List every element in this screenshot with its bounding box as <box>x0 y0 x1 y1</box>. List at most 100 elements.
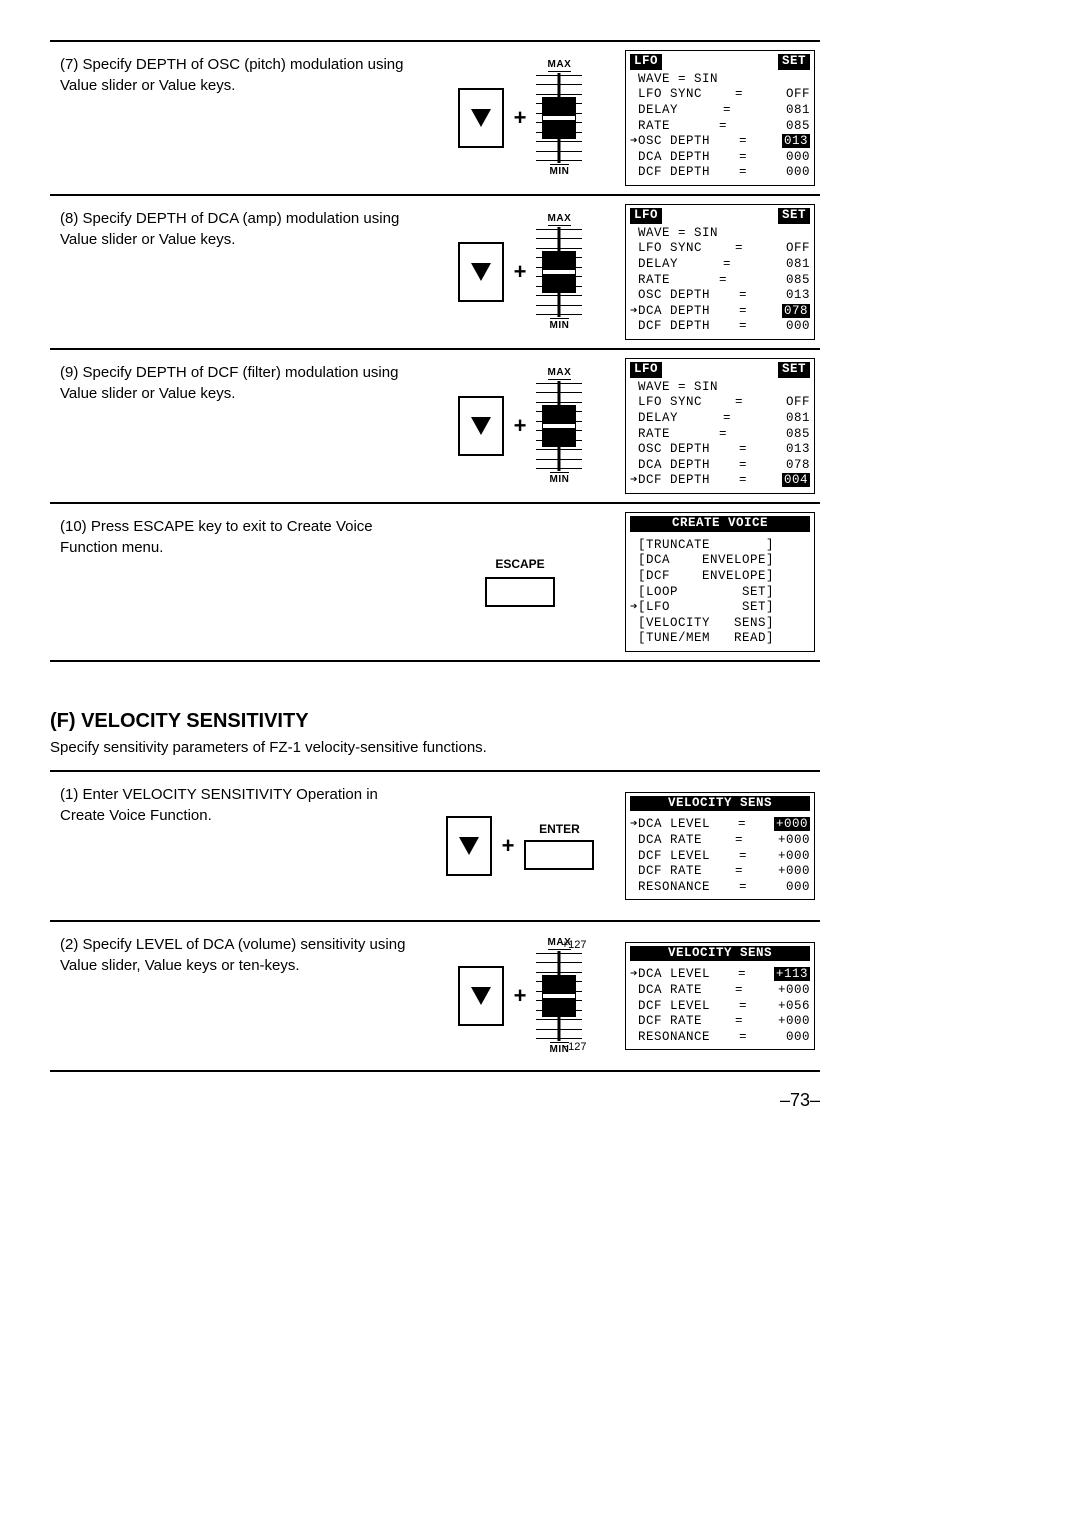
lcd-row: DCA DEPTH=000 <box>630 150 810 166</box>
lcd-row: RATE=085 <box>630 273 810 289</box>
plus-icon: + <box>514 105 527 131</box>
escape-key-icon <box>485 577 555 607</box>
control-group: + MAX MIN <box>458 59 583 177</box>
lcd-menu-item: [LOOP SET] <box>630 585 810 601</box>
cursor-down-key <box>458 966 504 1026</box>
step-row: (8) Specify DEPTH of DCA (amp) modulatio… <box>50 196 820 350</box>
lcd-screen: LFOSET WAVE = SIN LFO SYNC=OFF DELAY=081… <box>625 204 815 340</box>
step-row: (10) Press ESCAPE key to exit to Create … <box>50 504 820 662</box>
lcd-row: RATE=085 <box>630 427 810 443</box>
step-row: (1) Enter VELOCITY SENSITIVITY Operation… <box>50 772 820 922</box>
slider-max-label: MAX <box>548 213 572 226</box>
escape-key: ESCAPE <box>485 557 555 607</box>
range-min-label: −127 <box>562 1041 587 1053</box>
cursor-down-key <box>458 396 504 456</box>
cursor-down-icon <box>471 987 491 1005</box>
enter-key: ENTER <box>524 822 594 870</box>
lcd-title: VELOCITY SENS <box>630 946 810 962</box>
control-group: + ENTER <box>446 816 595 876</box>
step-lcd: LFOSET WAVE = SIN LFO SYNC=OFF DELAY=081… <box>620 196 820 348</box>
slider-max-label: MAX <box>548 367 572 380</box>
slider: MAX MIN <box>536 937 582 1055</box>
escape-label: ESCAPE <box>485 557 555 571</box>
lcd-row: OSC DEPTH=013 <box>630 288 810 304</box>
lcd-menu-item: [DCA ENVELOPE] <box>630 553 810 569</box>
lcd-screen: LFOSET WAVE = SIN LFO SYNC=OFF DELAY=081… <box>625 50 815 186</box>
lcd-title: VELOCITY SENS <box>630 796 810 812</box>
lcd-row: DCF RATE=+000 <box>630 1014 810 1030</box>
lcd-screen: CREATE VOICE [TRUNCATE ] [DCA ENVELOPE] … <box>625 512 815 652</box>
step-control: + ENTER <box>420 772 620 920</box>
lcd-row: DELAY=081 <box>630 411 810 427</box>
step-row: (7) Specify DEPTH of OSC (pitch) modulat… <box>50 42 820 196</box>
lcd-menu-item: [VELOCITY SENS] <box>630 616 810 632</box>
lcd-row: DELAY=081 <box>630 103 810 119</box>
slider-min-label: MIN <box>550 318 570 331</box>
step-control: + +127 MAX MIN −127 <box>420 922 620 1070</box>
lcd-row: DCF DEPTH=000 <box>630 319 810 335</box>
step-control: ESCAPE <box>420 504 620 660</box>
section-subtitle: Specify sensitivity parameters of FZ-1 v… <box>50 739 1020 756</box>
lcd-row: DCF LEVEL=+056 <box>630 999 810 1015</box>
step-text: (2) Specify LEVEL of DCA (volume) sensit… <box>50 922 420 1070</box>
lcd-row: ➔DCF DEPTH=004 <box>630 473 810 489</box>
lcd-row: RESONANCE= 000 <box>630 1030 810 1046</box>
enter-key-icon <box>524 840 594 870</box>
step-row: (9) Specify DEPTH of DCF (filter) modula… <box>50 350 820 504</box>
enter-label: ENTER <box>524 822 594 836</box>
lcd-title-row: LFOSET <box>630 362 810 378</box>
step-lcd: LFOSET WAVE = SIN LFO SYNC=OFF DELAY=081… <box>620 350 820 502</box>
step-row: (2) Specify LEVEL of DCA (volume) sensit… <box>50 922 820 1072</box>
lcd-menu-item: [DCF ENVELOPE] <box>630 569 810 585</box>
lcd-row: OSC DEPTH=013 <box>630 442 810 458</box>
step-lcd: CREATE VOICE [TRUNCATE ] [DCA ENVELOPE] … <box>620 504 820 660</box>
range-max-label: +127 <box>562 939 587 951</box>
step-control: + MAX MIN <box>420 350 620 502</box>
lcd-row: WAVE = SIN <box>630 226 810 242</box>
step-text: (8) Specify DEPTH of DCA (amp) modulatio… <box>50 196 420 348</box>
lcd-title: CREATE VOICE <box>630 516 810 532</box>
control-group: + MAX MIN <box>458 367 583 485</box>
plus-icon: + <box>502 833 515 859</box>
page-number: –73– <box>50 1090 820 1111</box>
slider: MAX MIN <box>536 59 582 177</box>
section-title: (F) VELOCITY SENSITIVITY <box>50 710 1020 733</box>
step-lcd: VELOCITY SENS ➔DCA LEVEL=+000 DCA RATE=+0… <box>620 772 820 920</box>
control-group: + MAX MIN <box>458 213 583 331</box>
lcd-row: DCF LEVEL=+000 <box>630 849 810 865</box>
lcd-row: DCF DEPTH=000 <box>630 165 810 181</box>
lcd-row: DCA DEPTH=078 <box>630 458 810 474</box>
lcd-screen: VELOCITY SENS ➔DCA LEVEL=+113 DCA RATE=+0… <box>625 942 815 1051</box>
lcd-menu-item: ➔[LFO SET] <box>630 600 810 616</box>
lcd-row: DCA RATE=+000 <box>630 983 810 999</box>
lcd-title-row: LFOSET <box>630 54 810 70</box>
lfo-steps-table: (7) Specify DEPTH of OSC (pitch) modulat… <box>50 40 820 662</box>
slider-max-label: MAX <box>548 59 572 72</box>
section-heading: (F) VELOCITY SENSITIVITY <box>50 710 1020 733</box>
cursor-down-icon <box>471 263 491 281</box>
lcd-row: ➔OSC DEPTH=013 <box>630 134 810 150</box>
cursor-down-key <box>458 242 504 302</box>
lcd-row: RESONANCE= 000 <box>630 880 810 896</box>
plus-icon: + <box>514 259 527 285</box>
lcd-row: ➔DCA LEVEL=+000 <box>630 817 810 833</box>
slider-min-label: MIN <box>550 472 570 485</box>
cursor-down-icon <box>471 109 491 127</box>
cursor-down-icon <box>459 837 479 855</box>
lcd-menu-item: [TRUNCATE ] <box>630 538 810 554</box>
step-text: (9) Specify DEPTH of DCF (filter) modula… <box>50 350 420 502</box>
cursor-down-icon <box>471 417 491 435</box>
lcd-row: LFO SYNC=OFF <box>630 87 810 103</box>
cursor-down-key <box>446 816 492 876</box>
lcd-screen: LFOSET WAVE = SIN LFO SYNC=OFF DELAY=081… <box>625 358 815 494</box>
step-text: (7) Specify DEPTH of OSC (pitch) modulat… <box>50 42 420 194</box>
step-text: (1) Enter VELOCITY SENSITIVITY Operation… <box>50 772 420 920</box>
lcd-row: DELAY=081 <box>630 257 810 273</box>
lcd-row: LFO SYNC=OFF <box>630 395 810 411</box>
lcd-row: RATE=085 <box>630 119 810 135</box>
step-control: + MAX MIN <box>420 196 620 348</box>
lcd-title-row: LFOSET <box>630 208 810 224</box>
lcd-row: DCA RATE=+000 <box>630 833 810 849</box>
velocity-steps-table: (1) Enter VELOCITY SENSITIVITY Operation… <box>50 770 820 1072</box>
lcd-row: ➔DCA LEVEL=+113 <box>630 967 810 983</box>
